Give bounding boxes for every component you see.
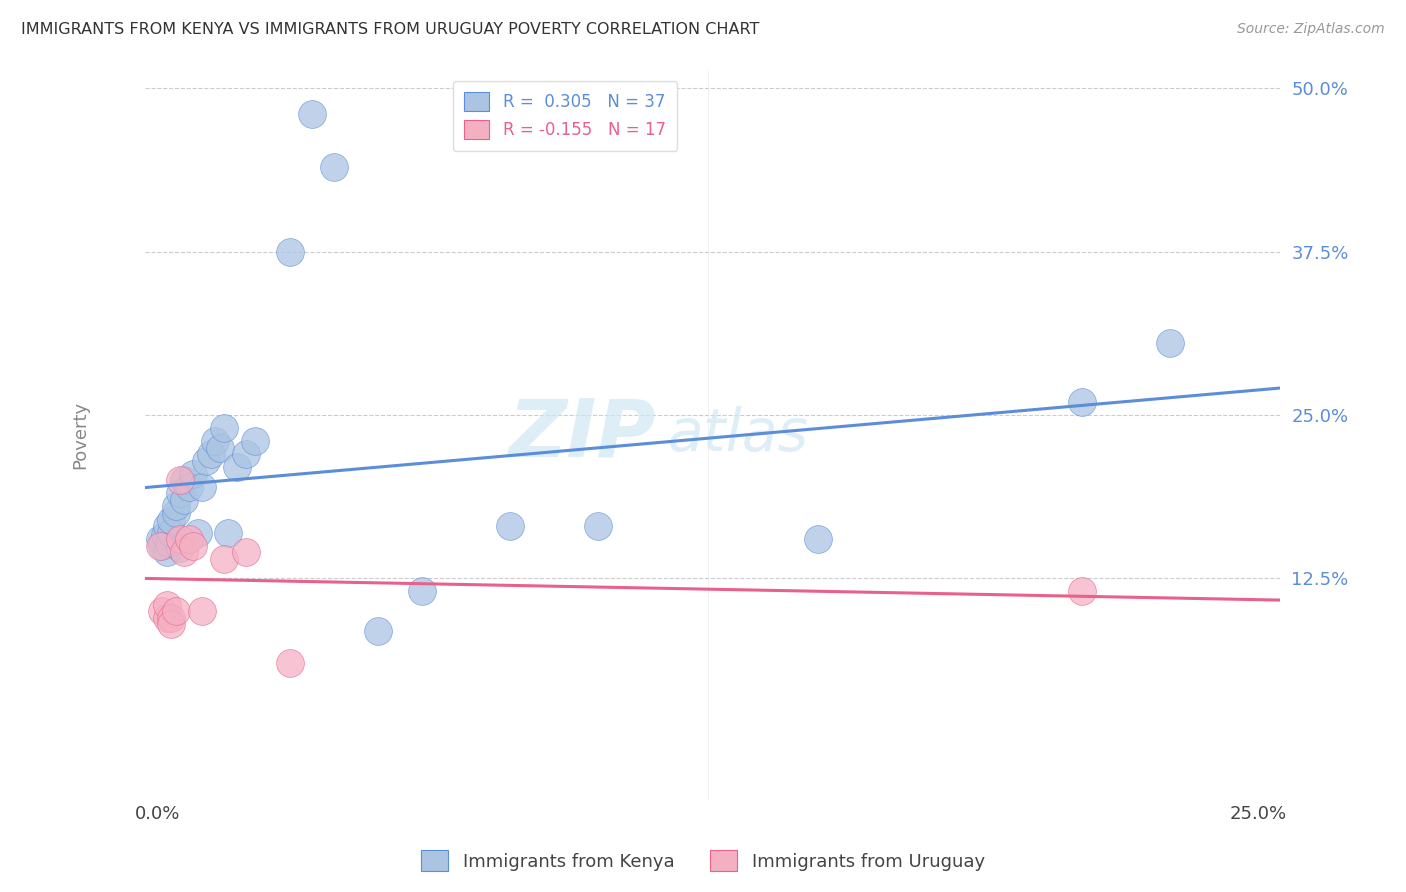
Point	[191, 480, 214, 494]
Point	[807, 532, 830, 546]
Point	[165, 500, 187, 514]
Point	[1159, 336, 1181, 351]
Point	[156, 610, 179, 624]
Point	[181, 467, 204, 481]
Point	[160, 610, 183, 624]
Point	[156, 545, 179, 559]
Point	[173, 473, 195, 487]
Point	[160, 512, 183, 526]
Point	[152, 539, 174, 553]
Point	[367, 624, 389, 638]
Point	[212, 421, 235, 435]
Point	[157, 536, 180, 550]
Point	[1071, 395, 1094, 409]
Point	[200, 447, 222, 461]
Point	[149, 532, 172, 546]
Point	[226, 460, 249, 475]
Point	[181, 539, 204, 553]
Point	[586, 519, 609, 533]
Point	[169, 486, 191, 500]
Point	[187, 525, 209, 540]
Point	[195, 453, 218, 467]
Point	[208, 441, 231, 455]
Legend: R =  0.305   N = 37, R = -0.155   N = 17: R = 0.305 N = 37, R = -0.155 N = 17	[453, 80, 678, 151]
Text: IMMIGRANTS FROM KENYA VS IMMIGRANTS FROM URUGUAY POVERTY CORRELATION CHART: IMMIGRANTS FROM KENYA VS IMMIGRANTS FROM…	[21, 22, 759, 37]
Point	[177, 532, 200, 546]
Point	[301, 107, 323, 121]
Point	[156, 519, 179, 533]
Point	[169, 541, 191, 556]
Point	[278, 244, 301, 259]
Point	[217, 525, 239, 540]
Point	[160, 617, 183, 632]
Point	[165, 604, 187, 618]
Point	[499, 519, 522, 533]
Point	[204, 434, 226, 449]
Point	[177, 480, 200, 494]
Point	[153, 528, 176, 542]
Text: atlas: atlas	[666, 406, 808, 463]
Point	[173, 492, 195, 507]
Point	[169, 532, 191, 546]
Point	[243, 434, 266, 449]
Point	[411, 584, 433, 599]
Point	[235, 447, 257, 461]
Point	[1071, 584, 1094, 599]
Point	[212, 551, 235, 566]
Point	[165, 506, 187, 520]
Point	[191, 604, 214, 618]
Point	[160, 525, 183, 540]
Point	[169, 473, 191, 487]
Legend: Immigrants from Kenya, Immigrants from Uruguay: Immigrants from Kenya, Immigrants from U…	[413, 843, 993, 879]
Point	[156, 598, 179, 612]
Text: ZIP: ZIP	[509, 395, 655, 474]
Point	[173, 545, 195, 559]
Point	[323, 160, 346, 174]
Text: Source: ZipAtlas.com: Source: ZipAtlas.com	[1237, 22, 1385, 37]
Point	[235, 545, 257, 559]
Point	[278, 657, 301, 671]
Point	[152, 604, 174, 618]
Y-axis label: Poverty: Poverty	[72, 401, 89, 468]
Point	[149, 539, 172, 553]
